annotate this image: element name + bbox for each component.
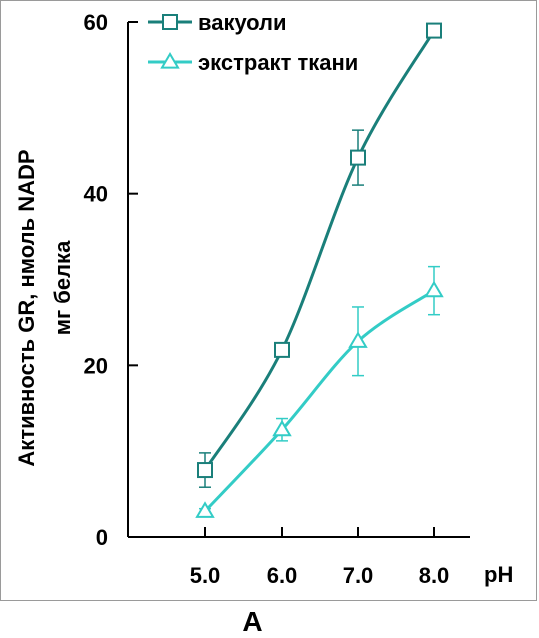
- data-point-marker: [348, 331, 368, 348]
- y-axis-label-line1: Активность GR, нмоль NADP: [14, 149, 39, 466]
- y-tick-label: 20: [84, 353, 108, 378]
- series-1: [197, 22, 442, 488]
- chart-frame: [0, 0, 537, 601]
- x-axis-label: pH: [484, 562, 513, 587]
- panel-label: A: [242, 606, 263, 637]
- series-line: [203, 29, 436, 471]
- data-point-marker: [197, 462, 213, 479]
- x-tick-label: 5.0: [190, 563, 221, 588]
- x-tick-label: 8.0: [419, 563, 450, 588]
- y-axis-label-line2: мг белка: [50, 240, 75, 335]
- data-point-marker: [350, 149, 366, 166]
- x-tick-label: 6.0: [267, 563, 298, 588]
- legend-label: вакуоли: [198, 10, 287, 35]
- axes: 0 20 40 60 5.0 6.0 7.0 8.0: [84, 10, 470, 588]
- data-point-marker: [274, 341, 290, 358]
- data-point-marker: [426, 22, 442, 39]
- data-point-marker: [424, 280, 444, 298]
- legend-marker: [160, 52, 180, 69]
- series-line: [203, 289, 435, 513]
- chart: 0 20 40 60 5.0 6.0 7.0 8.0 вакуоли экстракт ткан…: [14, 10, 513, 588]
- series-layer: [195, 22, 444, 518]
- legend-marker: [162, 14, 178, 30]
- legend-label: экстракт ткани: [198, 50, 358, 75]
- x-tick-label: 7.0: [343, 563, 374, 588]
- data-point-marker: [272, 419, 292, 437]
- legend: вакуоли экстракт ткани: [148, 10, 358, 75]
- data-point-marker: [195, 501, 215, 518]
- y-tick-label: 40: [84, 182, 108, 207]
- series-2: [195, 265, 444, 518]
- y-tick-label: 0: [96, 525, 108, 550]
- y-tick-label: 60: [84, 10, 108, 35]
